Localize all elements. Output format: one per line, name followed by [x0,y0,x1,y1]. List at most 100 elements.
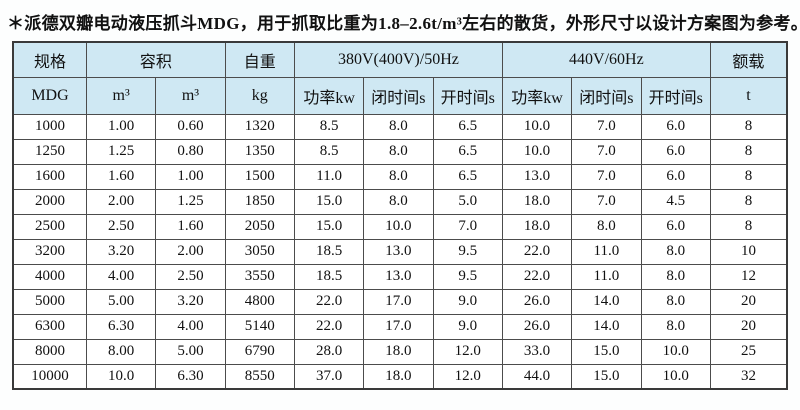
table-cell: 18.5 [293,263,365,290]
spec-model-cell: 6300 [12,313,88,340]
column-header-cell: 闭时间s [571,76,642,115]
table-cell: 3550 [224,263,295,290]
table-cell: 8 [709,163,788,190]
table-cell: 8 [709,138,788,165]
table-cell: 10.0 [363,213,434,240]
table-row: 5000 5.00 3.20 4800 22.0 17.0 9.0 26.0 14.0 8.0 20 [12,288,788,315]
table-cell: 8.0 [363,163,434,190]
table-cell: 3.20 [86,238,157,265]
table-cell: 13.0 [363,263,434,290]
group-header-cell: 额载 [709,41,788,78]
spec-model-cell: 2500 [12,213,88,240]
table-cell: 22.0 [293,288,365,315]
table-cell: 6.5 [432,163,503,190]
table-cell: 9.5 [432,238,503,265]
spec-model-cell: 8000 [12,338,88,365]
table-cell: 6.0 [640,163,711,190]
table-cell: 2.00 [86,188,157,215]
table-cell: 10.0 [501,138,573,165]
table-cell: 2.50 [155,263,226,290]
table-cell: 18.0 [501,213,573,240]
table-cell: 20 [709,288,788,315]
table-cell: 1350 [224,138,295,165]
table-cell: 11.0 [571,263,642,290]
header-row-units: MDG m³ m³ kg 功率kw 闭时间s 开时间s 功率kw 闭时间s 开时间s t [12,76,788,115]
table-cell: 22.0 [501,238,573,265]
table-cell: 10.0 [86,363,157,390]
table-cell: 8.5 [293,113,365,140]
table-cell: 4800 [224,288,295,315]
table-cell: 12.0 [432,363,503,390]
table-cell: 18.0 [363,338,434,365]
table-row: 8000 8.00 5.00 6790 28.0 18.0 12.0 33.0 15.0 10.0… [12,338,788,365]
table-cell: 8.0 [571,213,642,240]
column-header-cell: t [709,76,788,115]
table-cell: 12.0 [432,338,503,365]
table-cell: 6790 [224,338,295,365]
column-header-cell: m³ [86,76,157,115]
table-cell: 8550 [224,363,295,390]
table-cell: 14.0 [571,313,642,340]
table-cell: 18.5 [293,238,365,265]
spec-table-header: 规格 容积 自重 380V(400V)/50Hz 440V/60Hz 额载 MDG m³ m³… [12,41,788,115]
table-cell: 1.00 [155,163,226,190]
table-cell: 18.0 [363,363,434,390]
table-cell: 0.60 [155,113,226,140]
table-cell: 26.0 [501,313,573,340]
group-header-cell: 容积 [86,41,226,78]
column-header-cell: MDG [12,76,88,115]
spec-model-cell: 3200 [12,238,88,265]
spec-model-cell: 5000 [12,288,88,315]
table-cell: 10 [709,238,788,265]
table-cell: 7.0 [432,213,503,240]
table-row: 1250 1.25 0.80 1350 8.5 8.0 6.5 10.0 7.0 6.0 8 [12,138,788,165]
table-cell: 6.5 [432,138,503,165]
column-header-cell: kg [224,76,295,115]
table-cell: 10.0 [640,338,711,365]
table-cell: 1.00 [86,113,157,140]
table-cell: 37.0 [293,363,365,390]
table-cell: 44.0 [501,363,573,390]
table-cell: 3.20 [155,288,226,315]
table-cell: 22.0 [501,263,573,290]
table-cell: 6.0 [640,113,711,140]
table-cell: 1.60 [86,163,157,190]
table-cell: 5140 [224,313,295,340]
table-cell: 18.0 [501,188,573,215]
spec-model-cell: 4000 [12,263,88,290]
header-row-groups: 规格 容积 自重 380V(400V)/50Hz 440V/60Hz 额载 [12,41,788,78]
spec-table: 规格 容积 自重 380V(400V)/50Hz 440V/60Hz 额载 MDG m³ m³… [12,41,788,390]
table-cell: 1.25 [86,138,157,165]
table-cell: 8.0 [640,313,711,340]
table-cell: 20 [709,313,788,340]
table-cell: 11.0 [293,163,365,190]
table-row: 2500 2.50 1.60 2050 15.0 10.0 7.0 18.0 8.0 6.0 8 [12,213,788,240]
table-cell: 15.0 [293,213,365,240]
table-cell: 12 [709,263,788,290]
group-header-cell: 自重 [224,41,295,78]
column-header-cell: 闭时间s [363,76,434,115]
table-cell: 6.30 [155,363,226,390]
table-cell: 7.0 [571,163,642,190]
column-header-cell: 开时间s [640,76,711,115]
table-cell: 9.0 [432,313,503,340]
column-header-cell: 功率kw [501,76,573,115]
table-cell: 9.5 [432,263,503,290]
table-cell: 7.0 [571,113,642,140]
table-cell: 9.0 [432,288,503,315]
table-cell: 1.25 [155,188,226,215]
table-cell: 14.0 [571,288,642,315]
table-row: 1600 1.60 1.00 1500 11.0 8.0 6.5 13.0 7.0 6.0 8 [12,163,788,190]
table-row: 1000 1.00 0.60 1320 8.5 8.0 6.5 10.0 7.0 6.0 8 [12,113,788,140]
table-cell: 8.0 [363,113,434,140]
table-cell: 33.0 [501,338,573,365]
document-title: ＊派德双瓣电动液压抓斗MDG，用于抓取比重为1.8–2.6t/m³左右的散货，外… [7,14,800,33]
table-cell: 2.50 [86,213,157,240]
table-cell: 8.0 [640,263,711,290]
table-cell: 15.0 [571,363,642,390]
table-cell: 28.0 [293,338,365,365]
table-cell: 2.00 [155,238,226,265]
spec-model-cell: 1250 [12,138,88,165]
table-cell: 10.0 [640,363,711,390]
group-header-cell: 规格 [12,41,88,78]
